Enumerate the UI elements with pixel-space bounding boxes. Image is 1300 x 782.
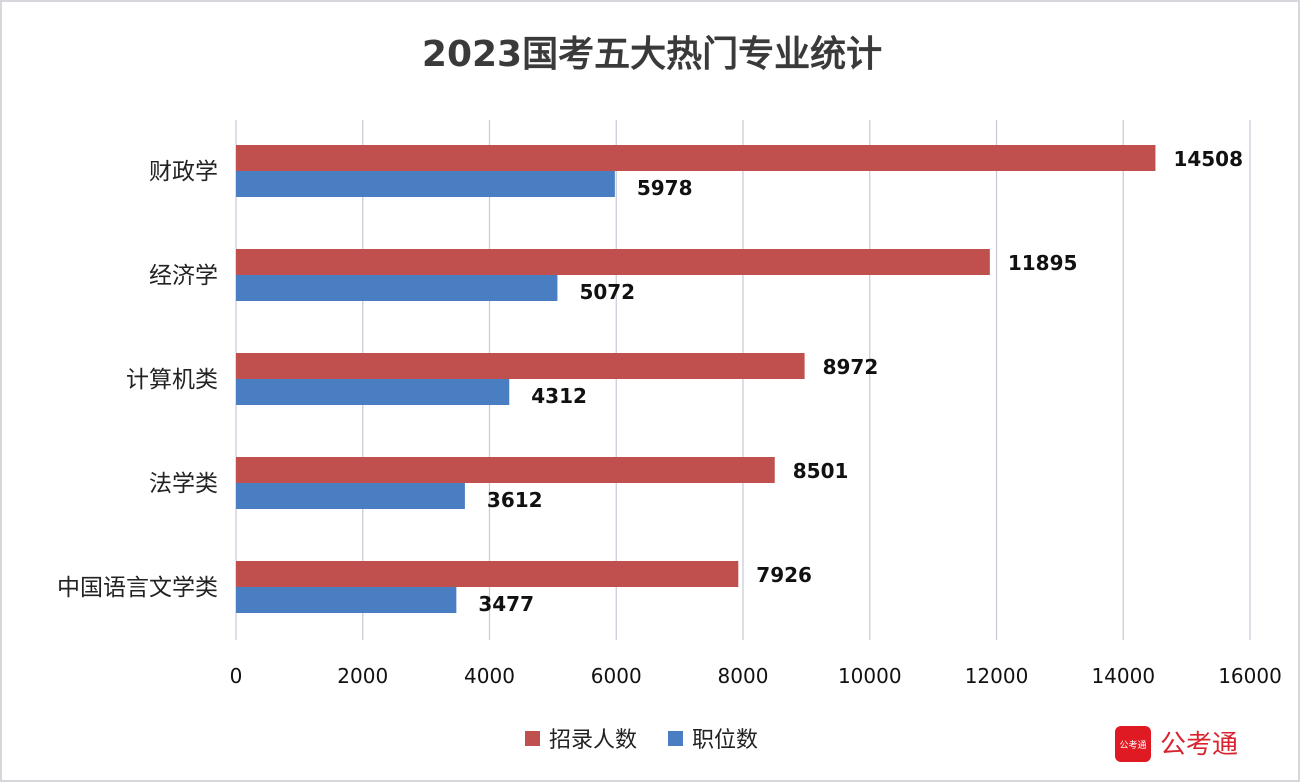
data-label: 14508 — [1173, 147, 1243, 171]
x-tick-label: 2000 — [337, 664, 388, 688]
legend-swatch — [668, 731, 683, 746]
bar-recruits — [236, 249, 990, 275]
bar-recruits — [236, 353, 805, 379]
data-label: 8501 — [793, 459, 849, 483]
bar-positions — [236, 171, 615, 197]
x-tick-label: 6000 — [591, 664, 642, 688]
watermark-logo: 公考通 公考通 — [1115, 726, 1238, 762]
x-tick-label: 10000 — [838, 664, 902, 688]
data-label: 5072 — [579, 280, 635, 304]
chart-title: 2023国考五大热门专业统计 — [422, 34, 882, 75]
category-label: 法学类 — [149, 471, 218, 497]
x-tick-label: 14000 — [1091, 664, 1155, 688]
category-label: 计算机类 — [126, 367, 218, 393]
data-label: 3477 — [478, 592, 534, 616]
data-label: 8972 — [823, 355, 879, 379]
x-tick-label: 0 — [230, 664, 243, 688]
x-tick-label: 8000 — [718, 664, 769, 688]
bar-recruits — [236, 145, 1156, 171]
category-label: 财政学 — [149, 159, 218, 185]
bar-positions — [236, 483, 465, 509]
bar-positions — [236, 587, 457, 613]
data-label: 5978 — [637, 176, 693, 200]
bar-recruits — [236, 561, 739, 587]
brand-logo-icon-text: 公考通 — [1119, 740, 1146, 751]
x-tick-label: 4000 — [464, 664, 515, 688]
data-label: 11895 — [1008, 251, 1078, 275]
legend-label: 招录人数 — [549, 728, 637, 753]
brand-logo-icon — [1115, 726, 1151, 762]
data-label: 7926 — [756, 563, 812, 587]
bar-positions — [236, 275, 558, 301]
x-tick-label: 16000 — [1218, 664, 1282, 688]
category-label: 中国语言文学类 — [57, 575, 218, 601]
brand-name: 公考通 — [1160, 730, 1238, 760]
legend-label: 职位数 — [692, 728, 758, 753]
legend-swatch — [525, 731, 540, 746]
bar-positions — [236, 379, 510, 405]
data-label: 4312 — [531, 384, 587, 408]
bar-recruits — [236, 457, 775, 483]
x-tick-label: 12000 — [965, 664, 1029, 688]
legend: 招录人数 职位数 — [525, 728, 758, 753]
category-label: 经济学 — [149, 263, 218, 289]
data-label: 3612 — [487, 488, 543, 512]
